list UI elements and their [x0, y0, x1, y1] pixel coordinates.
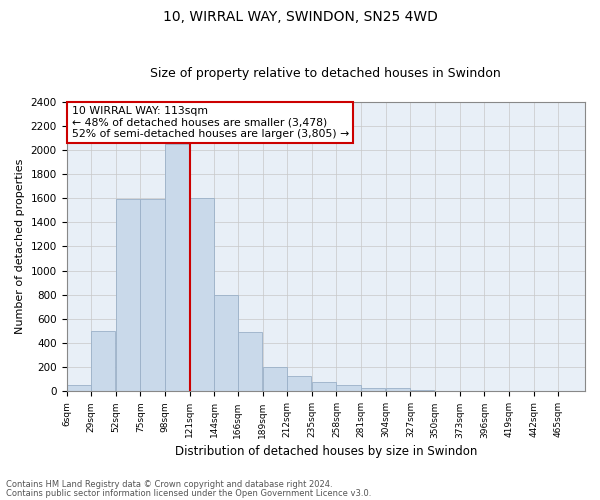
- X-axis label: Distribution of detached houses by size in Swindon: Distribution of detached houses by size …: [175, 444, 477, 458]
- Bar: [263, 368, 287, 392]
- Bar: [337, 385, 361, 392]
- Text: 10 WIRRAL WAY: 113sqm
← 48% of detached houses are smaller (3,478)
52% of semi-d: 10 WIRRAL WAY: 113sqm ← 48% of detached …: [72, 106, 349, 139]
- Bar: [410, 390, 434, 392]
- Bar: [238, 332, 262, 392]
- Bar: [91, 331, 115, 392]
- Bar: [190, 198, 214, 392]
- Title: Size of property relative to detached houses in Swindon: Size of property relative to detached ho…: [151, 66, 501, 80]
- Bar: [67, 386, 91, 392]
- Y-axis label: Number of detached properties: Number of detached properties: [15, 159, 25, 334]
- Text: Contains HM Land Registry data © Crown copyright and database right 2024.: Contains HM Land Registry data © Crown c…: [6, 480, 332, 489]
- Text: 10, WIRRAL WAY, SWINDON, SN25 4WD: 10, WIRRAL WAY, SWINDON, SN25 4WD: [163, 10, 437, 24]
- Bar: [214, 295, 238, 392]
- Bar: [386, 388, 410, 392]
- Bar: [287, 376, 311, 392]
- Text: Contains public sector information licensed under the Open Government Licence v3: Contains public sector information licen…: [6, 488, 371, 498]
- Bar: [361, 388, 385, 392]
- Bar: [116, 200, 140, 392]
- Bar: [312, 382, 336, 392]
- Bar: [165, 144, 189, 392]
- Bar: [140, 200, 164, 392]
